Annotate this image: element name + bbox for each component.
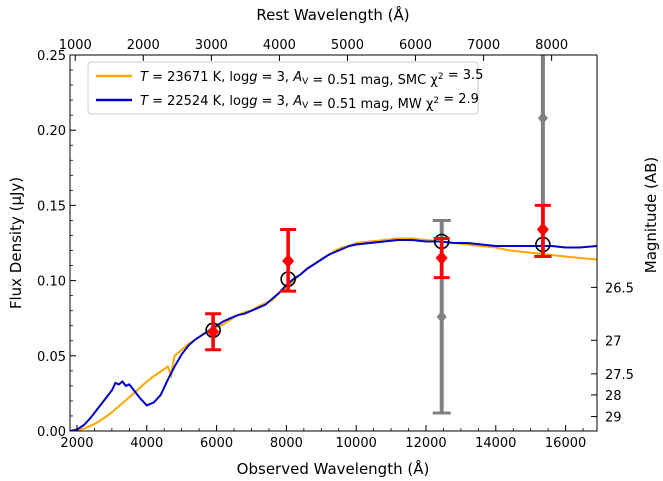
x-tick-label: 6000: [200, 436, 233, 451]
observed-point: [536, 222, 549, 237]
y-tick-label: 0.05: [37, 350, 66, 365]
top-x-axis-label: Rest Wavelength (Å): [256, 5, 409, 24]
top-x-tick-label: 4000: [263, 38, 296, 53]
observed-point: [435, 251, 448, 266]
y-tick-label: 0.20: [37, 124, 66, 139]
top-x-tick-label: 1000: [59, 38, 92, 53]
x-tick-label: 14000: [475, 436, 516, 451]
gray-point: [537, 112, 548, 125]
top-x-tick-label: 2000: [127, 38, 160, 53]
observed-point: [207, 324, 220, 339]
y-tick-label: 0.00: [37, 425, 66, 440]
gray-point: [436, 310, 447, 323]
x-tick-label: 12000: [405, 436, 446, 451]
legend-label: T = 22524 K, logg = 3, AV = 0.51 mag, MW…: [140, 92, 479, 112]
x-tick-label: 2000: [60, 436, 93, 451]
x-axis-label: Observed Wavelength (Å): [237, 459, 430, 478]
right-tick-label: 28: [605, 389, 622, 404]
top-x-tick-label: 6000: [399, 38, 432, 53]
plot-frame: [69, 54, 598, 432]
right-tick-label: 29: [605, 411, 622, 426]
x-tick-label: 16000: [545, 436, 586, 451]
x-tick-label: 10000: [336, 436, 377, 451]
y-tick-label: 0.25: [37, 49, 66, 64]
top-x-tick-label: 8000: [535, 38, 568, 53]
legend-box: [87, 61, 479, 115]
y-tick-label: 0.15: [37, 199, 66, 214]
right-tick-label: 26.5: [605, 281, 634, 296]
top-x-tick-label: 3000: [195, 38, 228, 53]
top-x-tick-label: 5000: [331, 38, 364, 53]
observed-point: [282, 254, 295, 269]
right-tick-label: 27.5: [605, 368, 634, 383]
right-tick-label: 27: [605, 334, 622, 349]
y-tick-label: 0.10: [37, 275, 66, 290]
x-tick-label: 8000: [270, 436, 303, 451]
series-line-1: [70, 239, 597, 431]
x-tick-label: 4000: [130, 436, 163, 451]
series-line-0: [70, 237, 597, 431]
top-x-tick-label: 7000: [467, 38, 500, 53]
y-axis-label: Flux Density (μJy): [7, 177, 25, 309]
legend-label: T = 23671 K, logg = 3, AV = 0.51 mag, SM…: [140, 68, 483, 88]
right-y-axis-label: Magnitude (AB): [642, 157, 660, 274]
